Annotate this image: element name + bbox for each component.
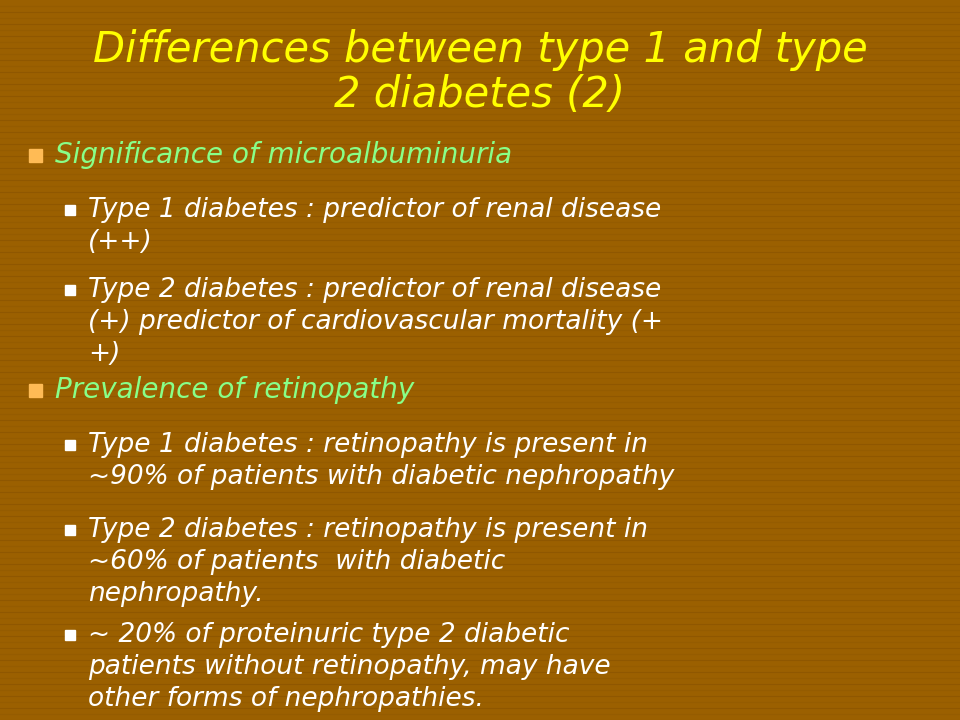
Text: Significance of microalbuminuria: Significance of microalbuminuria xyxy=(55,141,512,169)
Text: +): +) xyxy=(88,341,120,367)
Text: (+) predictor of cardiovascular mortality (+: (+) predictor of cardiovascular mortalit… xyxy=(88,309,663,335)
Text: patients without retinopathy, may have: patients without retinopathy, may have xyxy=(88,654,611,680)
Text: Differences between type 1 and type: Differences between type 1 and type xyxy=(92,29,868,71)
Bar xyxy=(65,630,75,640)
Bar xyxy=(65,440,75,450)
Bar xyxy=(29,384,41,397)
Text: Type 1 diabetes : retinopathy is present in: Type 1 diabetes : retinopathy is present… xyxy=(88,432,648,458)
Bar xyxy=(65,205,75,215)
Bar xyxy=(65,285,75,295)
Text: 2 diabetes (2): 2 diabetes (2) xyxy=(334,74,626,116)
Text: Prevalence of retinopathy: Prevalence of retinopathy xyxy=(55,376,415,404)
Text: ~ 20% of proteinuric type 2 diabetic: ~ 20% of proteinuric type 2 diabetic xyxy=(88,622,569,648)
Text: Type 2 diabetes : retinopathy is present in: Type 2 diabetes : retinopathy is present… xyxy=(88,517,648,543)
Text: Type 2 diabetes : predictor of renal disease: Type 2 diabetes : predictor of renal dis… xyxy=(88,277,661,303)
Text: Type 1 diabetes : predictor of renal disease: Type 1 diabetes : predictor of renal dis… xyxy=(88,197,661,223)
Text: ~90% of patients with diabetic nephropathy: ~90% of patients with diabetic nephropat… xyxy=(88,464,674,490)
Bar xyxy=(65,525,75,535)
Bar xyxy=(29,148,41,161)
Text: (++): (++) xyxy=(88,229,153,255)
Text: nephropathy.: nephropathy. xyxy=(88,581,263,607)
Text: ~60% of patients  with diabetic: ~60% of patients with diabetic xyxy=(88,549,505,575)
Text: other forms of nephropathies.: other forms of nephropathies. xyxy=(88,686,484,712)
